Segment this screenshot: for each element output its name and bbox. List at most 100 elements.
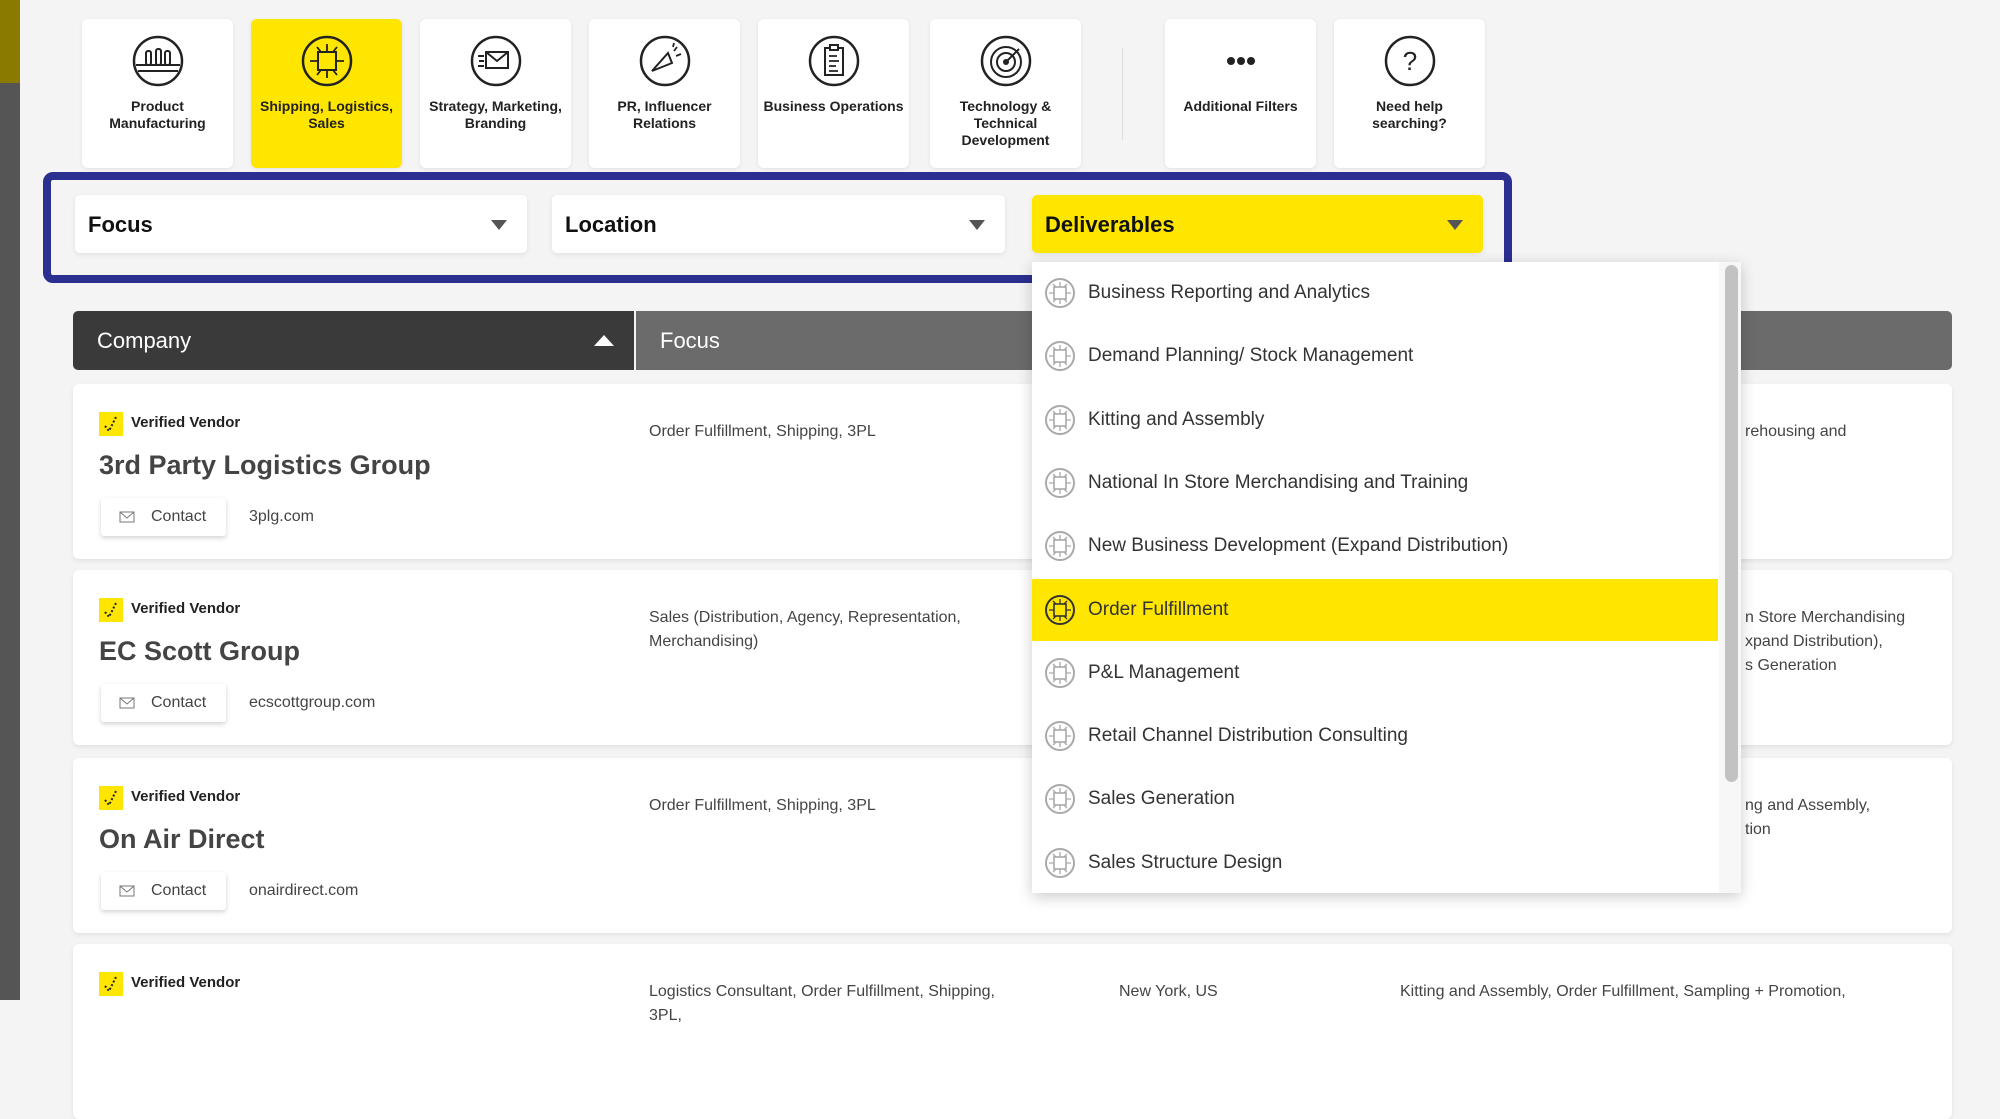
category-label: Technology & Technical Development — [959, 98, 1052, 148]
company-name[interactable]: On Air Direct — [99, 824, 265, 854]
left-edge-bar — [0, 0, 20, 1000]
option-label: Business Reporting and Analytics — [1088, 282, 1370, 303]
deliverable-option[interactable]: Retail Channel Distribution Consulting — [1032, 705, 1718, 767]
network-chip-icon — [1045, 594, 1075, 625]
contact-button[interactable]: Contact — [101, 498, 226, 536]
deliverables-cell: n Store Merchandising xpand Distribution… — [1745, 609, 1906, 674]
network-chip-icon — [1045, 721, 1075, 752]
option-label: Demand Planning/ Stock Management — [1088, 345, 1414, 367]
deliverable-option[interactable]: Order Fulfillment — [1032, 578, 1718, 641]
company-website-link[interactable]: 3plg.com — [249, 508, 314, 525]
verified-vendor-label: Verified Vendor — [131, 414, 241, 431]
deliverable-option[interactable]: P&L Management — [1032, 642, 1718, 704]
deliverable-option[interactable]: Sales Structure Design — [1032, 832, 1718, 893]
network-chip-icon — [1045, 531, 1075, 562]
focus-dropdown[interactable]: Focus — [75, 195, 527, 253]
network-chip-icon — [1045, 657, 1075, 688]
category-card[interactable]: Business Operations — [758, 19, 909, 168]
location-dropdown[interactable]: Location — [552, 195, 1005, 253]
network-chip-icon — [1045, 404, 1075, 435]
focus-cell: Logistics Consultant, Order Fulfillment,… — [649, 983, 995, 1024]
focus-dropdown-label: Focus — [88, 212, 153, 237]
chevron-down-icon — [969, 220, 985, 230]
mail-icon — [119, 511, 135, 523]
contact-label: Contact — [151, 694, 207, 711]
verified-vendor-label: Verified Vendor — [131, 600, 241, 617]
left-edge-accent — [0, 0, 20, 83]
option-label: Order Fulfillment — [1088, 598, 1229, 620]
deliverables-dropdown-label: Deliverables — [1045, 212, 1175, 237]
mail-icon — [119, 885, 135, 897]
focus-cell: Order Fulfillment, Shipping, 3PL — [649, 797, 876, 814]
option-label: P&L Management — [1088, 661, 1240, 683]
deliverables-menu: Business Reporting and Analytics Demand P… — [1032, 262, 1741, 893]
focus-cell: Sales (Distribution, Agency, Representat… — [649, 609, 961, 650]
deliverables-dropdown[interactable]: Deliverables — [1032, 195, 1483, 253]
button-label: Need help searching? — [1372, 98, 1447, 131]
category-card[interactable]: Shipping, Logistics, Sales — [251, 19, 402, 168]
svg-text:?: ? — [1402, 46, 1416, 76]
target-icon — [980, 35, 1031, 87]
network-chip-icon — [301, 35, 352, 87]
company-header-label: Company — [97, 328, 192, 353]
network-chip-icon — [1045, 847, 1075, 878]
megaphone-icon — [639, 35, 690, 87]
chevron-down-icon — [491, 220, 507, 230]
focus-header-label: Focus — [660, 328, 720, 353]
category-label: Product Manufacturing — [109, 98, 206, 131]
filters-highlight-box — [43, 172, 1512, 283]
contact-button[interactable]: Contact — [101, 684, 226, 722]
company-website-link[interactable]: ecscottgroup.com — [249, 694, 376, 711]
deliverable-option[interactable]: Kitting and Assembly — [1032, 389, 1718, 451]
focus-cell: Order Fulfillment, Shipping, 3PL — [649, 423, 876, 440]
category-card[interactable]: Product Manufacturing — [82, 19, 233, 168]
deliverables-cell: ng and Assembly, tion — [1745, 797, 1871, 838]
company-name[interactable]: 3rd Party Logistics Group — [99, 450, 431, 480]
company-website-link[interactable]: onairdirect.com — [249, 882, 359, 899]
network-chip-icon — [1045, 341, 1075, 372]
verified-check-icon — [99, 598, 123, 622]
contact-label: Contact — [151, 508, 207, 525]
category-label: Shipping, Logistics, Sales — [260, 98, 393, 131]
verified-vendor-label: Verified Vendor — [131, 974, 241, 991]
category-card[interactable]: Strategy, Marketing, Branding — [420, 19, 571, 168]
category-label: PR, Influencer Relations — [617, 98, 712, 131]
verified-vendor-label: Verified Vendor — [131, 788, 241, 805]
category-card[interactable]: PR, Influencer Relations — [589, 19, 740, 168]
option-label: Retail Channel Distribution Consulting — [1088, 725, 1409, 747]
deliverable-option[interactable]: National In Store Merchandising and Trai… — [1032, 452, 1718, 514]
vendor-row[interactable]: Verified Vendor Logistics Consultant, Ord… — [73, 944, 1952, 1119]
company-column-header[interactable]: Company — [73, 311, 634, 370]
clipboard-icon — [808, 35, 859, 87]
category-label: Strategy, Marketing, Branding — [429, 98, 562, 131]
contact-label: Contact — [151, 882, 207, 899]
menu-scrollbar[interactable] — [1725, 265, 1738, 782]
network-chip-icon — [1045, 467, 1075, 498]
network-chip-icon — [1045, 278, 1075, 308]
verified-check-icon — [99, 786, 123, 810]
help-search-button[interactable]: ? Need help searching? — [1334, 19, 1485, 168]
deliverable-option[interactable]: Sales Generation — [1032, 768, 1718, 830]
button-label: Additional Filters — [1183, 98, 1298, 114]
category-card[interactable]: Technology & Technical Development — [930, 19, 1081, 168]
network-chip-icon — [1045, 784, 1075, 815]
more-dots-icon — [1226, 57, 1255, 65]
contact-button[interactable]: Contact — [101, 872, 226, 910]
deliverable-option[interactable]: Business Reporting and Analytics — [1032, 262, 1718, 324]
deliverables-cell: Kitting and Assembly, Order Fulfillment,… — [1400, 983, 1846, 1000]
verified-check-icon — [99, 412, 123, 436]
deliverable-option[interactable]: Demand Planning/ Stock Management — [1032, 325, 1718, 387]
option-label: Kitting and Assembly — [1088, 408, 1265, 430]
mail-icon — [119, 697, 135, 709]
verified-check-icon — [99, 972, 123, 996]
location-dropdown-label: Location — [565, 212, 657, 237]
category-divider — [1122, 48, 1123, 140]
deliverable-option[interactable]: New Business Development (Expand Distrib… — [1032, 515, 1718, 577]
envelope-icon — [470, 35, 521, 87]
chevron-down-icon — [1447, 220, 1463, 230]
option-label: New Business Development (Expand Distrib… — [1088, 535, 1509, 557]
company-name[interactable]: EC Scott Group — [99, 636, 300, 666]
sort-ascending-icon[interactable] — [594, 335, 614, 346]
additional-filters-button[interactable]: Additional Filters — [1165, 19, 1316, 168]
option-label: Sales Structure Design — [1088, 851, 1283, 873]
